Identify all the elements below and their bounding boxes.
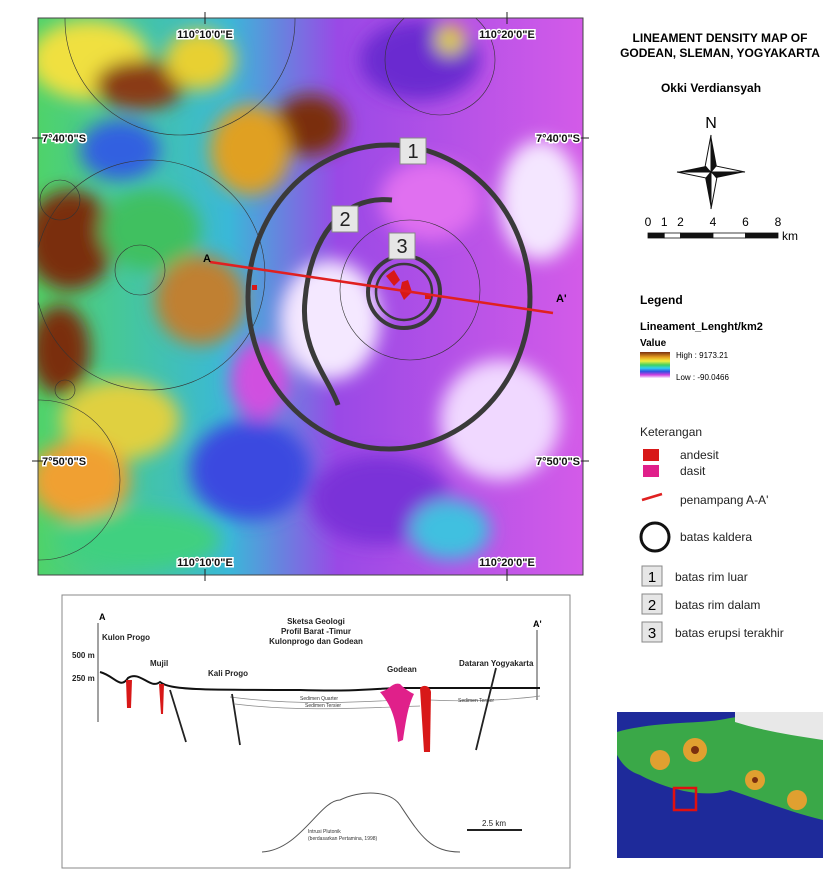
ring-label: 3: [396, 236, 407, 258]
legend-layer: Lineament_Lenght/km2: [640, 321, 763, 333]
place-label: Mujil: [150, 659, 168, 668]
place-label: Kali Progo: [208, 669, 248, 678]
unit-label: Sedimen Tersier: [458, 698, 494, 704]
ring-label: 2: [339, 209, 350, 231]
section-end: A: [99, 612, 106, 622]
legend-low: Low : -90.0466: [676, 373, 729, 382]
legend-high: High : 9173.21: [676, 351, 729, 360]
andesit-swatch: [643, 449, 659, 461]
coord-label: 7°40'0"S: [536, 133, 580, 145]
elevation-label: 250 m: [72, 674, 95, 683]
scale-unit: km: [782, 229, 798, 243]
legend-ramp: [640, 352, 670, 378]
place-label: Kulon Progo: [102, 633, 150, 642]
legend-title: Legend: [640, 293, 683, 307]
section-swatch: [642, 494, 662, 500]
coord-label: 110°10'0"E: [177, 557, 233, 569]
coord-label: 110°20'0"E: [479, 557, 535, 569]
place-label: Godean: [387, 665, 417, 674]
unit-label: Sedimen Quarter: [300, 696, 338, 702]
section-end: A: [203, 253, 211, 265]
coord-label: 7°50'0"S: [536, 456, 580, 468]
keterangan-item: dasit: [680, 464, 706, 478]
place-label: Dataran Yogyakarta: [459, 659, 534, 668]
title: LINEAMENT DENSITY MAP OF: [633, 31, 808, 45]
author: Okki Verdiansyah: [661, 81, 761, 95]
scale-segment: [648, 233, 664, 238]
section-end: A': [533, 619, 542, 629]
inset-map: [617, 712, 823, 858]
scale-label: 8: [775, 215, 782, 229]
coord-label: 7°50'0"S: [42, 456, 86, 468]
page: 110°10'0"E 110°20'0"E 110°10'0"E 110°20'…: [0, 0, 830, 881]
scale-segment: [681, 233, 714, 238]
north-arrow: [677, 135, 745, 209]
scale-segment: [713, 233, 746, 238]
elevation-label: 500 m: [72, 651, 95, 660]
keterangan-item: penampang A-A': [680, 493, 768, 507]
coord-label: 110°10'0"E: [177, 29, 233, 41]
section-title: Kulonprogo dan Godean: [269, 637, 363, 646]
section-end: A': [556, 293, 567, 305]
rim-number: 3: [648, 625, 656, 642]
coord-label: 110°20'0"E: [479, 29, 535, 41]
rim-label: batas rim luar: [675, 570, 748, 584]
section-scale: 2.5 km: [482, 819, 506, 828]
dasit-swatch: [643, 465, 659, 477]
keterangan-title: Keterangan: [640, 425, 702, 439]
rim-label: batas erupsi terakhir: [675, 626, 784, 640]
rim-label: batas rim dalam: [675, 598, 760, 612]
scale-label: 2: [677, 215, 684, 229]
ring-label: 1: [407, 141, 418, 163]
title: GODEAN, SLEMAN, YOGYAKARTA: [620, 46, 820, 60]
rim-number: 1: [648, 569, 656, 586]
scale-label: 4: [710, 215, 717, 229]
legend-field: Value: [640, 338, 667, 349]
scale-label: 1: [661, 215, 668, 229]
scale-segment: [746, 233, 779, 238]
caldera-swatch: [641, 523, 669, 551]
rim-number: 2: [648, 597, 656, 614]
section-title: Profil Barat -Timur: [281, 627, 351, 636]
density-map: [0, 0, 583, 575]
keterangan-item: batas kaldera: [680, 530, 752, 544]
north-label: N: [705, 115, 717, 132]
scale-segment: [664, 233, 680, 238]
section-title: Sketsa Geologi: [287, 617, 345, 626]
coord-label: 7°40'0"S: [42, 133, 86, 145]
keterangan-item: andesit: [680, 448, 719, 462]
intrusion-label: Intrusi Plutonik: [308, 829, 341, 835]
scale-label: 0: [645, 215, 652, 229]
unit-label: Sedimen Tersier: [305, 703, 341, 709]
intrusion-label: (berdasarkan Pertamina, 1998): [308, 836, 378, 842]
scale-label: 6: [742, 215, 749, 229]
